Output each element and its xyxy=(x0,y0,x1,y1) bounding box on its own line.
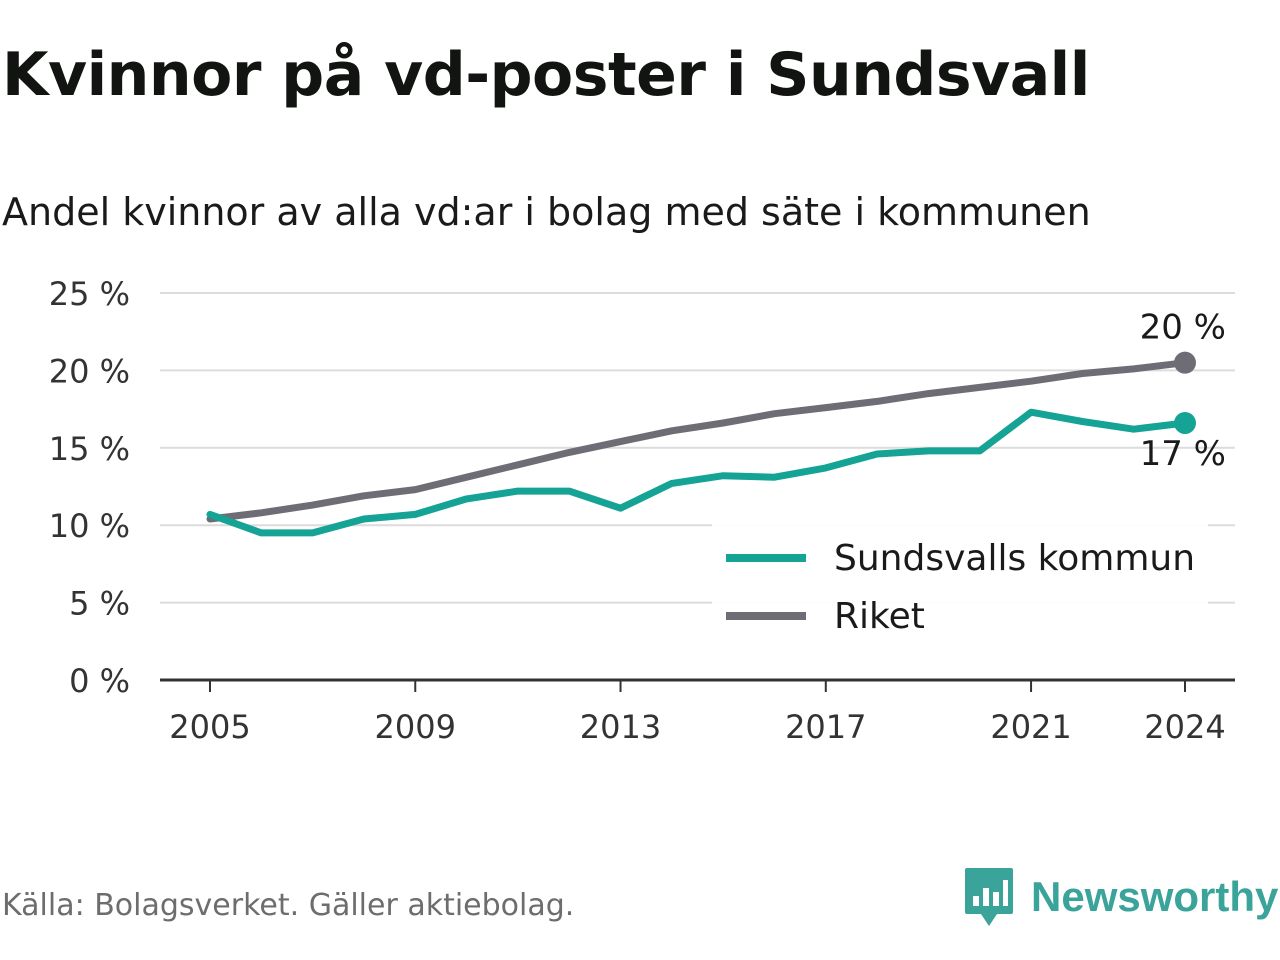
brand-name: Newsworthy xyxy=(1031,873,1279,920)
series-line-riket xyxy=(206,359,1189,523)
y-tick-label: 25 % xyxy=(49,275,130,313)
source-note: Källa: Bolagsverket. Gäller aktiebolag. xyxy=(2,888,575,923)
brand-logo: Newsworthy xyxy=(963,862,1278,932)
x-tick-label: 2021 xyxy=(990,708,1071,746)
chart-title: Kvinnor på vd-poster i Sundsvall xyxy=(2,40,1090,110)
x-tick-label: 2005 xyxy=(169,708,250,746)
x-tick-label: 2017 xyxy=(785,708,866,746)
x-tick-label: 2013 xyxy=(580,708,661,746)
end-label-riket: 20 % xyxy=(1140,308,1226,348)
y-tick-label: 15 % xyxy=(49,430,130,468)
x-tick-label: 2009 xyxy=(375,708,456,746)
end-point-sundsvall xyxy=(1174,412,1196,435)
end-label-sundsvall: 17 % xyxy=(1140,434,1226,474)
y-tick-label: 10 % xyxy=(49,507,130,545)
legend-background xyxy=(712,524,1208,640)
legend-label: Riket xyxy=(834,596,925,637)
y-tick-label: 5 % xyxy=(69,585,130,623)
series-line-sundsvall xyxy=(206,408,1189,537)
y-tick-label: 20 % xyxy=(49,352,130,390)
chart-subtitle: Andel kvinnor av alla vd:ar i bolag med … xyxy=(2,190,1091,234)
legend: Sundsvalls kommun Riket xyxy=(712,524,1208,640)
newsworthy-logo-icon xyxy=(965,868,1013,926)
x-tick-label: 2024 xyxy=(1144,708,1225,746)
end-point-riket xyxy=(1174,351,1196,374)
legend-label: Sundsvalls kommun xyxy=(834,538,1195,579)
y-tick-label: 0 % xyxy=(69,662,130,700)
